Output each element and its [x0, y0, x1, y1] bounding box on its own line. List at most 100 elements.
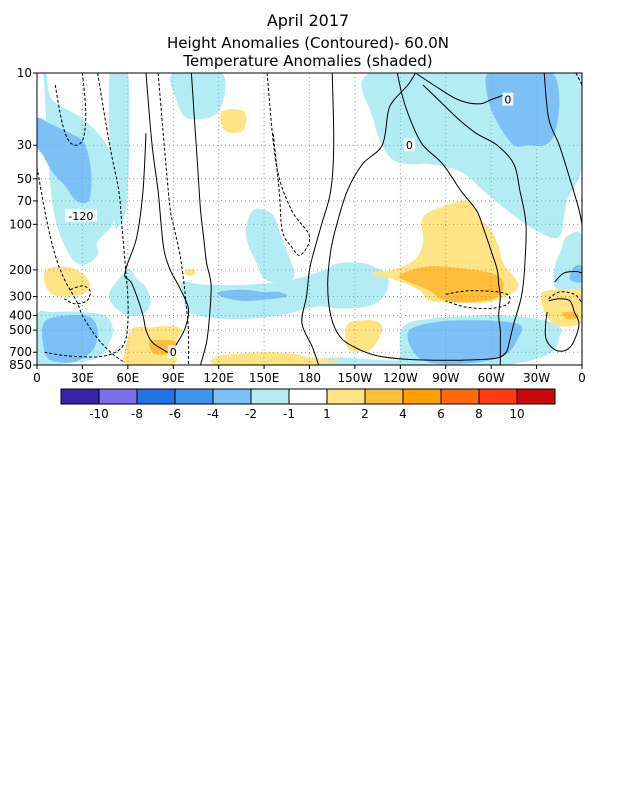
shaded-region-25 [399, 266, 504, 303]
x-tick-label-4: 120E [203, 371, 234, 385]
legend-label-6: 1 [323, 407, 331, 421]
contour-line-3 [157, 73, 190, 365]
y-tick-label-2: 50 [17, 172, 32, 186]
contour-label-bg-2 [403, 138, 415, 152]
shaded-region-19 [184, 269, 196, 276]
shaded-region-11 [37, 117, 92, 204]
contour-label-2: 0 [406, 139, 413, 152]
legend-label-7: 2 [361, 407, 369, 421]
legend-swatch-10 [440, 388, 480, 405]
legend-label-3: -4 [207, 407, 219, 421]
contour-line-9 [124, 73, 190, 353]
x-tick-label-8: 120W [383, 371, 418, 385]
contour-line-4 [64, 285, 91, 305]
shaded-region-4 [245, 208, 295, 283]
contour-line-5 [266, 73, 311, 256]
shaded-region-2 [170, 73, 226, 120]
y-tick-label-7: 400 [9, 308, 32, 322]
x-tick-label-9: 90W [432, 371, 459, 385]
contour-label-bg-3 [502, 92, 514, 106]
shaded-region-14 [569, 264, 582, 283]
legend-swatch-6 [288, 388, 328, 405]
height-contours [37, 73, 582, 365]
contour-label-1: 0 [170, 346, 177, 359]
legend-label-0: -10 [89, 407, 109, 421]
contour-line-11 [301, 73, 335, 365]
y-tick-label-9: 700 [9, 345, 32, 359]
y-tick-label-10: 850 [9, 358, 32, 372]
shaded-region-18 [220, 109, 247, 133]
legend-label-8: 4 [399, 407, 407, 421]
y-tick-label-8: 500 [9, 323, 32, 337]
shaded-region-21 [210, 352, 340, 365]
legend-swatch-3 [174, 388, 214, 405]
x-tick-label-6: 180 [298, 371, 321, 385]
contour-line-0 [54, 73, 87, 146]
contour-line-8 [548, 291, 582, 304]
chart-title: April 2017 [267, 11, 349, 30]
y-tick-label-0: 10 [17, 66, 32, 80]
legend-swatch-9 [402, 388, 442, 405]
x-axis: 0 30E 60E 90E 120E 150E 180 150W 120W 90W 60W 30W 0 [33, 365, 586, 385]
contour-line-6 [445, 290, 511, 310]
x-tick-label-10: 60W [478, 371, 505, 385]
shaded-region-17 [43, 266, 90, 297]
temperature-shading [37, 73, 582, 365]
legend-swatch-7 [326, 388, 366, 405]
contour-labels: -120 0 0 0 [64, 92, 514, 359]
legend-swatch-1 [98, 388, 138, 405]
contour-line-12 [327, 73, 527, 361]
x-tick-label-11: 30W [523, 371, 550, 385]
x-tick-label-3: 90E [162, 371, 185, 385]
legend-swatch-5 [250, 388, 290, 405]
x-tick-label-7: 150W [338, 371, 373, 385]
legend-label-5: -1 [283, 407, 295, 421]
x-tick-label-1: 30E [71, 371, 94, 385]
contour-line-16 [543, 73, 582, 225]
y-tick-label-4: 100 [9, 217, 32, 231]
contour-label-0: -120 [68, 210, 93, 223]
y-tick-label-6: 300 [9, 290, 32, 304]
contour-line-1 [37, 167, 126, 364]
shaded-region-22 [345, 319, 383, 353]
shaded-region-13 [217, 289, 288, 301]
legend-label-1: -8 [131, 407, 143, 421]
legend-label-9: 6 [437, 407, 445, 421]
chart-subtitle-2: Temperature Anomalies (shaded) [182, 52, 432, 70]
legend-label-2: -6 [169, 407, 181, 421]
contour-line-15 [544, 298, 580, 352]
contour-label-bg-0 [64, 208, 97, 222]
contour-line-10 [190, 73, 212, 365]
x-tick-label-12: 0 [578, 371, 586, 385]
y-tick-label-3: 70 [17, 194, 32, 208]
color-legend: -10 -8 -6 -4 -2 -1 1 2 4 6 8 10 [60, 388, 556, 421]
legend-label-11: 10 [509, 407, 524, 421]
y-tick-label-5: 200 [9, 263, 32, 277]
shaded-region-1 [108, 73, 130, 228]
legend-label-10: 8 [475, 407, 483, 421]
shaded-region-6 [181, 262, 389, 320]
legend-swatch-11 [478, 388, 518, 405]
contour-line-14 [554, 270, 582, 283]
contour-line-13 [396, 73, 501, 365]
legend-swatch-12 [516, 388, 556, 405]
contour-line-2 [44, 73, 129, 358]
x-tick-label-0: 0 [33, 371, 41, 385]
contour-line-17 [415, 73, 504, 105]
y-tick-label-1: 30 [17, 138, 32, 152]
legend-label-4: -2 [245, 407, 257, 421]
shaded-region-15 [42, 314, 98, 363]
legend-swatch-2 [136, 388, 176, 405]
legend-swatch-8 [364, 388, 404, 405]
shaded-region-12 [485, 73, 560, 147]
chart-subtitle-1: Height Anomalies (Contoured)- 60.0N [167, 34, 449, 52]
legend-swatch-4 [212, 388, 252, 405]
contour-label-bg-1 [167, 345, 179, 359]
legend-swatch-0 [60, 388, 100, 405]
contour-label-3: 0 [504, 94, 511, 107]
x-tick-label-2: 60E [116, 371, 139, 385]
shaded-region-16 [407, 320, 523, 364]
grid-lines [37, 73, 582, 365]
